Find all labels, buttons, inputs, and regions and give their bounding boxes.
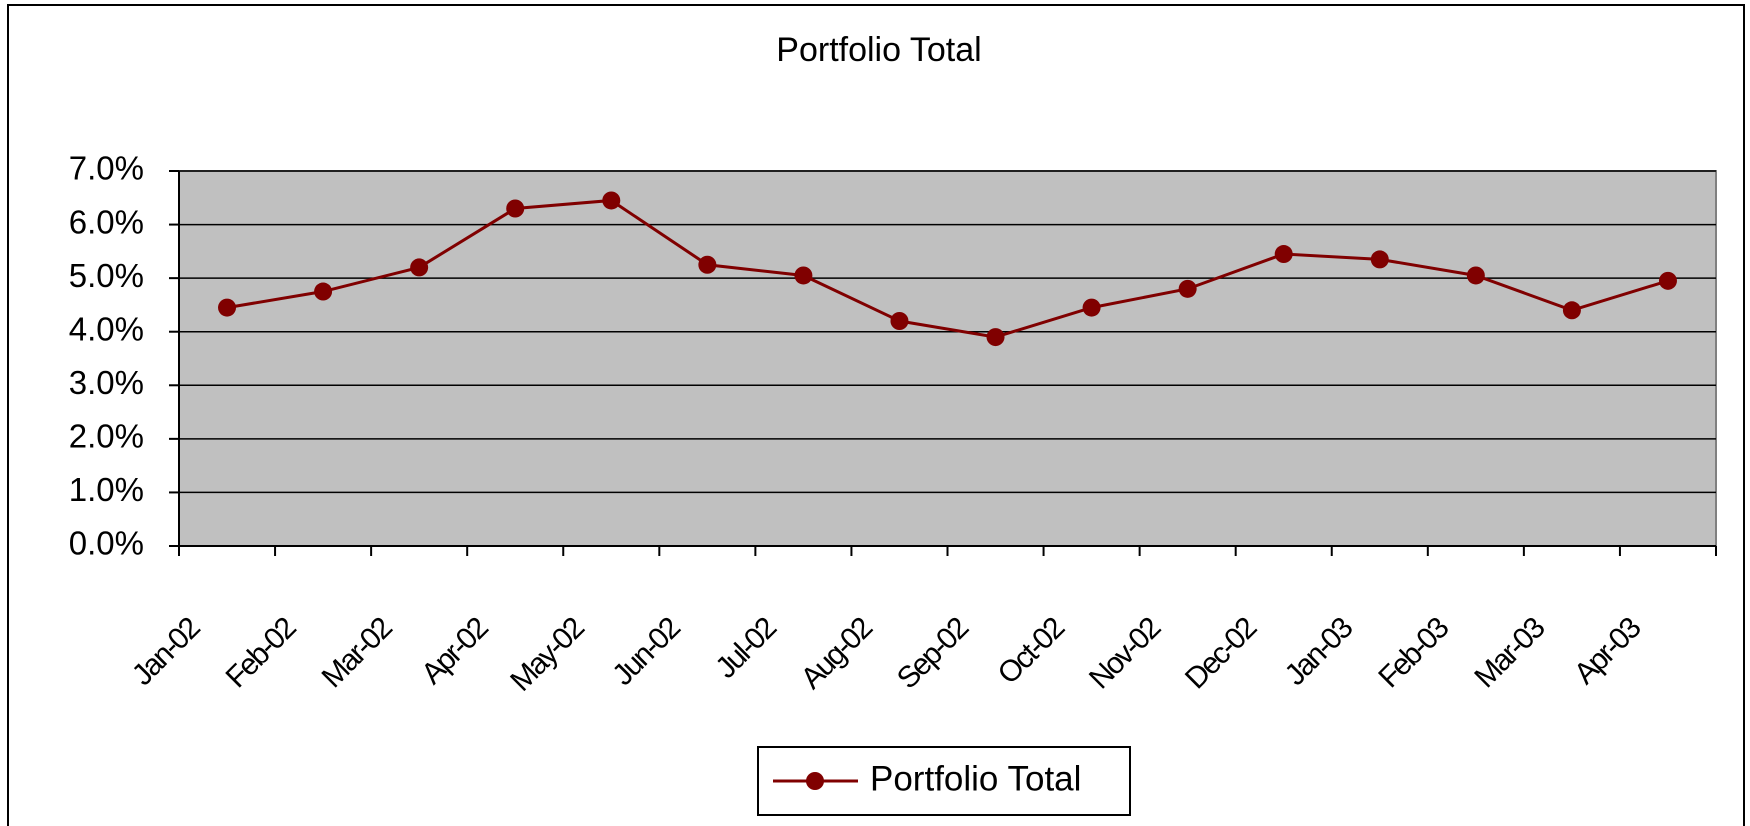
data-point — [506, 199, 525, 218]
data-point — [1466, 266, 1485, 285]
y-tick-label: 7.0% — [69, 150, 144, 187]
legend-box — [757, 746, 1131, 816]
y-tick-label: 0.0% — [69, 525, 144, 562]
data-point — [1370, 250, 1389, 269]
y-tick-label: 2.0% — [69, 418, 144, 455]
legend-label: Portfolio Total — [870, 759, 1081, 798]
data-point — [314, 282, 333, 301]
data-point — [1274, 245, 1293, 264]
data-point — [218, 298, 237, 317]
y-tick-label: 6.0% — [69, 203, 144, 240]
data-point — [602, 191, 621, 210]
data-point — [890, 312, 909, 330]
series-line — [226, 198, 1669, 339]
data-point — [986, 328, 1005, 347]
data-point — [1562, 301, 1581, 320]
data-point — [1082, 298, 1101, 317]
data-point — [698, 255, 717, 274]
y-tick-label: 4.0% — [69, 310, 144, 347]
legend: Portfolio Total — [757, 746, 1131, 816]
y-tick-label: 1.0% — [69, 471, 144, 508]
data-point — [410, 258, 429, 277]
data-point — [1658, 271, 1677, 290]
y-tick-label: 3.0% — [69, 364, 144, 401]
data-point — [1178, 279, 1197, 298]
legend-marker — [806, 772, 824, 790]
y-tick-label: 5.0% — [69, 257, 144, 294]
chart-title: Portfolio Total — [776, 31, 981, 69]
data-point — [794, 266, 813, 285]
plot-area — [178, 170, 1717, 547]
